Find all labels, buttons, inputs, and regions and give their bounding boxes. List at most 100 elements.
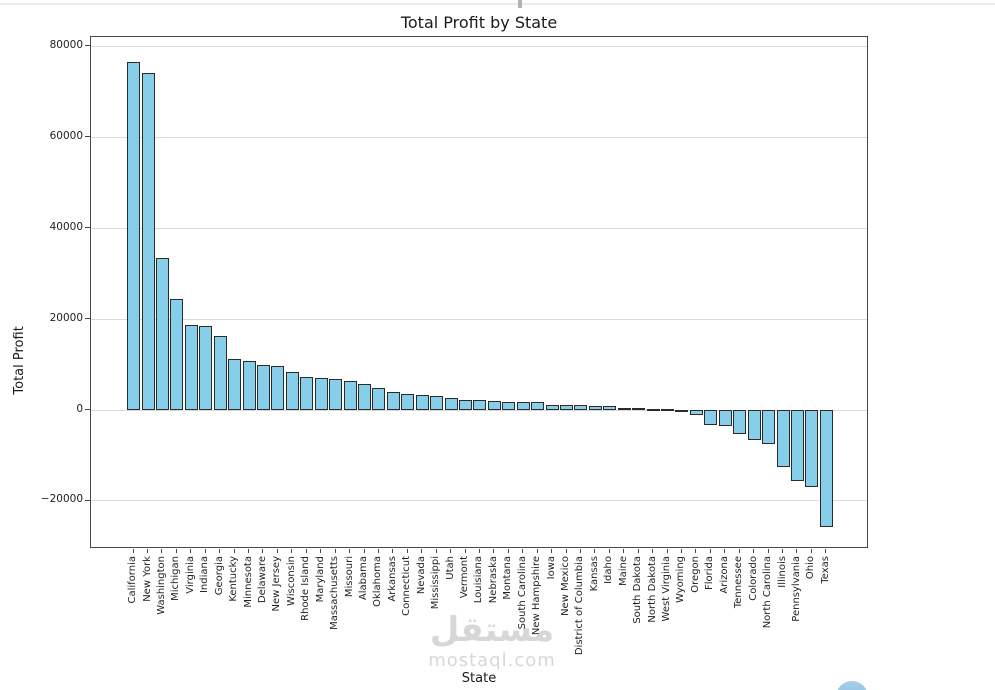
bar bbox=[762, 410, 776, 445]
x-axis-tick bbox=[305, 549, 307, 553]
x-tick-label: Illinois bbox=[776, 556, 788, 588]
bar bbox=[300, 376, 314, 410]
x-tick-label: North Carolina bbox=[762, 556, 774, 629]
y-axis-tick bbox=[85, 499, 90, 501]
x-tick-label: Michigan bbox=[170, 556, 182, 601]
y-axis-tick bbox=[85, 318, 90, 319]
x-tick-label: Georgia bbox=[213, 556, 225, 596]
y-axis-label: Total Profit bbox=[12, 326, 27, 395]
x-axis-tick bbox=[190, 549, 192, 553]
x-axis-tick bbox=[204, 549, 206, 553]
y-tick-label: −20000 bbox=[40, 493, 83, 506]
x-tick-label: Ohio bbox=[805, 556, 817, 580]
x-axis-tick bbox=[810, 549, 812, 553]
bar bbox=[314, 378, 328, 410]
bar bbox=[704, 410, 718, 426]
bar bbox=[545, 404, 559, 410]
x-tick-label: Oregon bbox=[689, 556, 701, 593]
x-axis-tick bbox=[334, 549, 336, 553]
bar bbox=[141, 73, 155, 410]
bar bbox=[560, 404, 574, 410]
x-tick-label: Arizona bbox=[718, 556, 730, 594]
x-axis-tick bbox=[478, 549, 480, 553]
x-axis-tick bbox=[695, 549, 697, 553]
bar bbox=[718, 410, 732, 426]
x-axis-tick bbox=[782, 549, 783, 553]
bar bbox=[747, 410, 761, 440]
x-axis-tick bbox=[637, 549, 639, 553]
x-axis-tick bbox=[132, 549, 134, 553]
bar bbox=[733, 410, 747, 435]
bar bbox=[574, 405, 588, 410]
x-tick-label: Connecticut bbox=[401, 556, 413, 616]
x-tick-label: Delaware bbox=[256, 556, 268, 604]
watermark-site-text: mostaql.com bbox=[428, 650, 556, 671]
x-tick-label: New Hampshire bbox=[531, 556, 543, 636]
x-tick-label: Nevada bbox=[415, 556, 427, 595]
x-tick-label: Mississippi bbox=[430, 556, 442, 610]
x-axis-tick bbox=[320, 549, 322, 553]
x-axis-tick bbox=[262, 549, 264, 553]
x-axis-tick bbox=[565, 549, 567, 553]
x-axis-tick bbox=[709, 549, 711, 553]
bar bbox=[415, 394, 429, 410]
y-tick-label: 40000 bbox=[49, 220, 83, 233]
x-tick-label: Wyoming bbox=[675, 556, 687, 603]
x-axis-tick bbox=[666, 549, 668, 553]
x-axis-tick bbox=[276, 549, 278, 553]
bar bbox=[661, 409, 675, 412]
x-axis-tick bbox=[724, 549, 726, 553]
x-axis-tick bbox=[493, 549, 495, 553]
bar bbox=[184, 325, 198, 410]
x-axis-tick bbox=[594, 549, 596, 553]
top-divider bbox=[0, 3, 995, 5]
x-axis-tick bbox=[219, 549, 221, 553]
x-tick-label: Indiana bbox=[199, 556, 211, 594]
bar bbox=[228, 359, 242, 410]
bar bbox=[805, 410, 819, 488]
bar bbox=[358, 383, 371, 410]
x-tick-label: Nebraska bbox=[487, 556, 499, 604]
x-tick-label: West Virginia bbox=[661, 556, 673, 622]
x-axis-tick bbox=[608, 549, 610, 553]
chart-title: Total Profit by State bbox=[400, 13, 558, 32]
bar bbox=[444, 398, 458, 410]
bar bbox=[588, 406, 602, 410]
bar bbox=[386, 391, 400, 410]
x-tick-label: New Jersey bbox=[271, 556, 283, 612]
gridline bbox=[91, 318, 867, 320]
x-tick-label: Kansas bbox=[588, 556, 600, 592]
bar bbox=[603, 406, 617, 410]
bar bbox=[646, 408, 660, 411]
x-axis-tick bbox=[450, 549, 452, 553]
gridline bbox=[91, 409, 867, 411]
x-tick-label: Arkansas bbox=[386, 556, 398, 602]
x-tick-label: Utah bbox=[444, 556, 456, 580]
x-tick-label: New Mexico bbox=[560, 556, 572, 616]
x-tick-label: Louisiana bbox=[473, 556, 485, 604]
x-axis-tick bbox=[161, 549, 163, 553]
x-tick-label: Massachusetts bbox=[329, 556, 341, 630]
y-tick-label: 20000 bbox=[49, 311, 83, 324]
floating-action-circle[interactable] bbox=[836, 681, 868, 690]
x-tick-label: New York bbox=[141, 556, 153, 602]
x-tick-label: Kentucky bbox=[228, 556, 240, 602]
x-tick-label: Virginia bbox=[184, 556, 196, 594]
x-axis-tick bbox=[233, 549, 235, 553]
x-axis-tick bbox=[363, 549, 365, 553]
x-tick-label: Rhode Island bbox=[300, 556, 312, 621]
x-axis-tick bbox=[652, 549, 654, 553]
x-tick-label: Wisconsin bbox=[285, 556, 297, 606]
bar bbox=[271, 365, 285, 410]
x-tick-label: Iowa bbox=[545, 556, 557, 580]
bar bbox=[372, 387, 386, 410]
bar bbox=[401, 394, 415, 410]
x-axis-tick bbox=[579, 549, 581, 553]
x-tick-label: Tennessee bbox=[733, 556, 745, 609]
watermark: مستقل mostaql.com bbox=[382, 608, 602, 670]
x-axis-tick bbox=[522, 549, 524, 553]
top-divider-handle bbox=[518, 0, 522, 8]
bar bbox=[776, 410, 790, 468]
x-axis-tick bbox=[392, 549, 394, 553]
